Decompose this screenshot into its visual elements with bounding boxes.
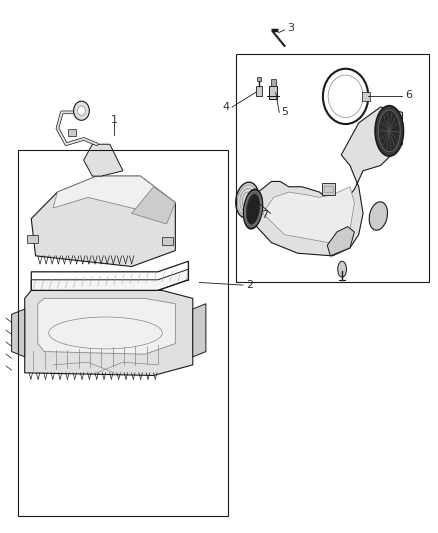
Ellipse shape bbox=[338, 261, 346, 277]
Ellipse shape bbox=[244, 189, 262, 229]
Bar bbox=[18, 150, 228, 516]
Ellipse shape bbox=[236, 182, 259, 218]
Text: 2: 2 bbox=[246, 280, 253, 290]
Circle shape bbox=[78, 106, 85, 116]
Polygon shape bbox=[38, 298, 175, 354]
Bar bbox=[68, 130, 76, 136]
Ellipse shape bbox=[378, 110, 400, 152]
Text: 3: 3 bbox=[287, 23, 294, 34]
Bar bbox=[257, 77, 261, 82]
Polygon shape bbox=[31, 269, 188, 290]
Polygon shape bbox=[53, 176, 175, 213]
Ellipse shape bbox=[369, 202, 388, 230]
Text: 7: 7 bbox=[261, 211, 268, 221]
Polygon shape bbox=[25, 290, 193, 375]
Polygon shape bbox=[132, 187, 175, 224]
Text: 4: 4 bbox=[222, 102, 229, 112]
Ellipse shape bbox=[247, 195, 259, 224]
Polygon shape bbox=[263, 187, 354, 243]
Polygon shape bbox=[250, 107, 403, 256]
Polygon shape bbox=[327, 227, 354, 256]
Bar bbox=[237, 54, 428, 282]
Bar bbox=[362, 92, 370, 101]
Bar bbox=[321, 183, 335, 195]
Bar bbox=[256, 86, 262, 96]
Bar bbox=[324, 185, 332, 192]
Text: 6: 6 bbox=[406, 90, 413, 100]
Text: 5: 5 bbox=[281, 107, 288, 117]
Polygon shape bbox=[193, 304, 206, 357]
Polygon shape bbox=[84, 144, 123, 176]
Bar bbox=[271, 79, 276, 86]
Polygon shape bbox=[12, 309, 25, 357]
Bar bbox=[27, 235, 38, 243]
Circle shape bbox=[74, 101, 89, 120]
Polygon shape bbox=[31, 176, 175, 266]
Bar bbox=[162, 237, 173, 245]
Bar bbox=[269, 86, 277, 99]
Ellipse shape bbox=[375, 106, 403, 156]
Text: 1: 1 bbox=[111, 115, 118, 125]
